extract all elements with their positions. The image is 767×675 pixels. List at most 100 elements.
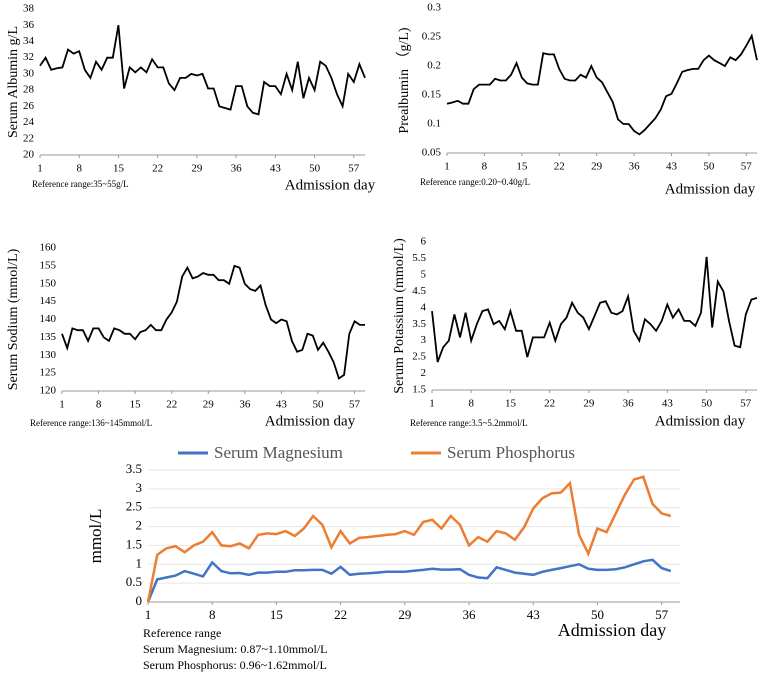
x-tick-label: 15 — [516, 161, 528, 173]
y-tick-label: 160 — [40, 242, 57, 254]
legend-label: Serum Magnesium — [214, 443, 343, 462]
data-line — [39, 25, 366, 116]
y-tick-label: 155 — [40, 259, 57, 271]
y-tick-label: 0.2 — [427, 60, 441, 72]
x-tick-label: 22 — [544, 398, 555, 410]
y-tick-label: 5.5 — [412, 252, 426, 264]
data-line — [146, 475, 672, 603]
x-tick-label: 1 — [429, 398, 435, 410]
x-tick-label: 29 — [591, 161, 603, 173]
y-tick-label: 32 — [23, 51, 34, 63]
x-tick-label: 57 — [655, 607, 669, 622]
y-tick-label: 30 — [23, 67, 35, 79]
y-tick-label: 36 — [23, 19, 35, 31]
x-tick-label: 43 — [270, 163, 282, 175]
x-tick-label: 57 — [740, 398, 752, 410]
x-axis-label: Admission day — [285, 177, 376, 193]
y-axis-label: Prealbumin （g/L) — [396, 27, 412, 133]
y-tick-label: 2 — [136, 518, 143, 533]
x-tick-label: 8 — [96, 399, 102, 411]
x-tick-label: 29 — [398, 607, 411, 622]
y-tick-label: 0.25 — [422, 31, 442, 43]
y-tick-label: 2.5 — [126, 499, 142, 514]
y-tick-label: 3.5 — [126, 461, 142, 476]
x-axis-label: Admission day — [558, 620, 667, 640]
x-tick-label: 22 — [166, 399, 177, 411]
x-tick-label: 15 — [130, 399, 142, 411]
annotation: Serum Phosphorus: 0.96~1.62mmol/L — [143, 658, 327, 672]
y-tick-label: 3.5 — [412, 318, 426, 330]
data-line — [431, 256, 758, 363]
x-tick-label: 22 — [152, 163, 163, 175]
x-tick-label: 8 — [209, 607, 216, 622]
x-tick-label: 36 — [629, 161, 641, 173]
annotation: Reference range — [143, 626, 221, 640]
x-axis-label: Admission day — [665, 181, 756, 197]
data-line — [146, 558, 672, 603]
y-tick-label: 0.05 — [422, 147, 442, 159]
y-axis-label: mmol/L — [86, 509, 105, 564]
x-tick-label: 50 — [309, 163, 321, 175]
y-tick-label: 0.3 — [427, 2, 441, 14]
x-tick-label: 1 — [145, 607, 152, 622]
x-tick-label: 36 — [231, 163, 243, 175]
legend-label: Serum Phosphorus — [447, 443, 575, 462]
y-tick-label: 4 — [421, 301, 427, 313]
annotation: Reference range:35~55g/L — [32, 179, 129, 189]
data-line — [61, 264, 365, 380]
x-tick-label: 50 — [701, 398, 713, 410]
y-tick-label: 22 — [23, 132, 34, 144]
y-axis-label: Serum Sodium (mmol/L) — [6, 248, 21, 390]
x-tick-label: 15 — [270, 607, 283, 622]
y-tick-label: 34 — [23, 35, 35, 47]
y-tick-label: 38 — [23, 3, 35, 15]
x-tick-label: 22 — [554, 161, 565, 173]
annotation: Reference range:3.5~5.2mmol/L — [410, 418, 528, 428]
y-tick-label: 26 — [23, 100, 35, 112]
y-tick-label: 3 — [136, 480, 143, 495]
x-tick-label: 8 — [76, 163, 82, 175]
x-tick-label: 43 — [527, 607, 540, 622]
y-tick-label: 2 — [421, 367, 427, 379]
y-axis-label: Serum Potassium (mmol/L) — [392, 238, 407, 394]
y-tick-label: 2.5 — [412, 351, 426, 363]
x-tick-label: 57 — [348, 163, 360, 175]
x-tick-label: 15 — [113, 163, 125, 175]
y-tick-label: 4.5 — [412, 285, 426, 297]
y-tick-label: 135 — [40, 331, 57, 343]
annotation: Serum Magnesium: 0.87~1.10mmol/L — [143, 642, 327, 656]
x-tick-label: 15 — [505, 398, 517, 410]
x-tick-label: 36 — [239, 399, 251, 411]
y-tick-label: 1 — [136, 555, 143, 570]
y-tick-label: 140 — [40, 313, 57, 325]
x-tick-label: 1 — [444, 161, 450, 173]
x-tick-label: 8 — [468, 398, 474, 410]
x-tick-label: 1 — [59, 399, 65, 411]
y-tick-label: 125 — [40, 367, 57, 379]
annotation: Reference range:0.20~0.40g/L — [420, 177, 530, 187]
x-axis-label: Admission day — [265, 413, 356, 429]
y-axis-label: Serum Albumin g/L — [6, 26, 21, 138]
x-tick-label: 36 — [463, 607, 477, 622]
x-tick-label: 22 — [334, 607, 347, 622]
y-tick-label: 0.1 — [427, 118, 441, 130]
y-tick-label: 130 — [40, 349, 57, 361]
y-tick-label: 0 — [136, 593, 143, 608]
x-tick-label: 43 — [276, 399, 288, 411]
y-tick-label: 3 — [421, 334, 427, 346]
y-tick-label: 28 — [23, 84, 35, 96]
y-tick-label: 1.5 — [412, 384, 426, 396]
x-tick-label: 43 — [666, 161, 678, 173]
x-tick-label: 29 — [191, 163, 203, 175]
x-tick-label: 50 — [312, 399, 324, 411]
y-tick-label: 150 — [40, 277, 57, 289]
x-axis-label: Admission day — [655, 413, 746, 429]
y-tick-label: 120 — [40, 385, 57, 397]
x-tick-label: 43 — [662, 398, 674, 410]
y-tick-label: 24 — [23, 116, 35, 128]
y-tick-label: 145 — [40, 295, 57, 307]
y-tick-label: 1.5 — [126, 536, 142, 551]
y-tick-label: 0.5 — [126, 574, 142, 589]
x-tick-label: 1 — [37, 163, 43, 175]
